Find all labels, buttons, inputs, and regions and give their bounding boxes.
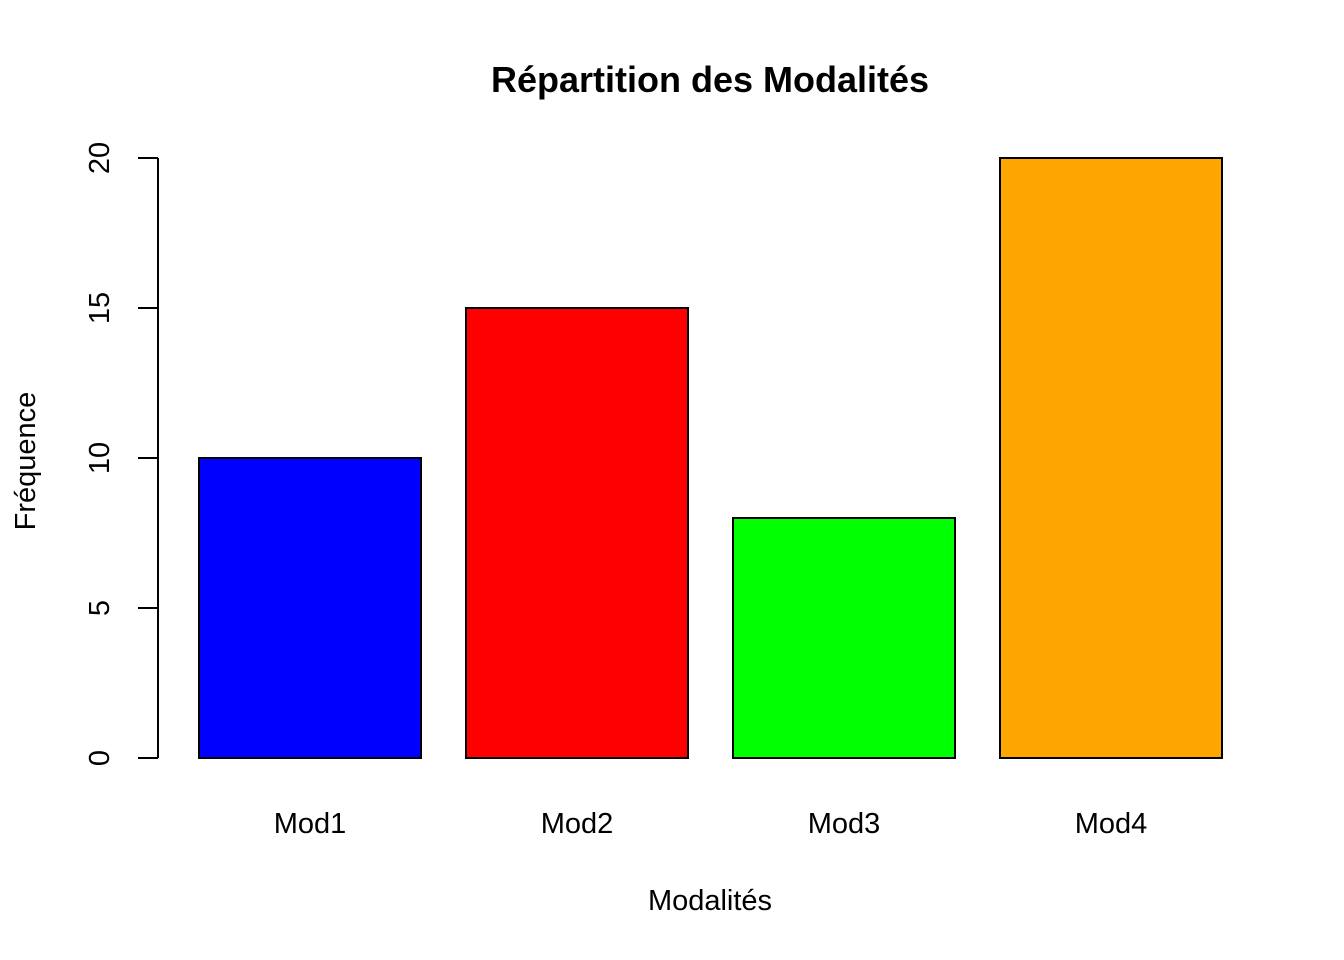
bar-mod3 [732,517,956,759]
x-tick-label-mod3: Mod3 [808,808,881,840]
x-tick-label-mod2: Mod2 [541,808,614,840]
x-tick-label-mod1: Mod1 [274,808,347,840]
bar-mod1 [198,457,422,759]
y-tick-label: 10 [84,442,116,474]
x-axis-label: Modalités [648,885,772,917]
bars-group [198,157,1223,759]
y-tick-label: 20 [84,142,116,174]
y-tick-label: 15 [84,292,116,324]
y-axis-label: Fréquence [10,392,42,531]
y-tick-label: 0 [84,750,116,766]
bar-mod4 [999,157,1223,759]
x-tick-label-mod4: Mod4 [1075,808,1148,840]
y-ticks-group: 0 5 10 15 20 [84,142,158,766]
chart-title: Répartition des Modalités [491,59,929,100]
y-tick-label: 5 [84,600,116,616]
x-ticks-group: Mod1 Mod2 Mod3 Mod4 [274,808,1148,840]
bar-mod2 [465,307,689,759]
